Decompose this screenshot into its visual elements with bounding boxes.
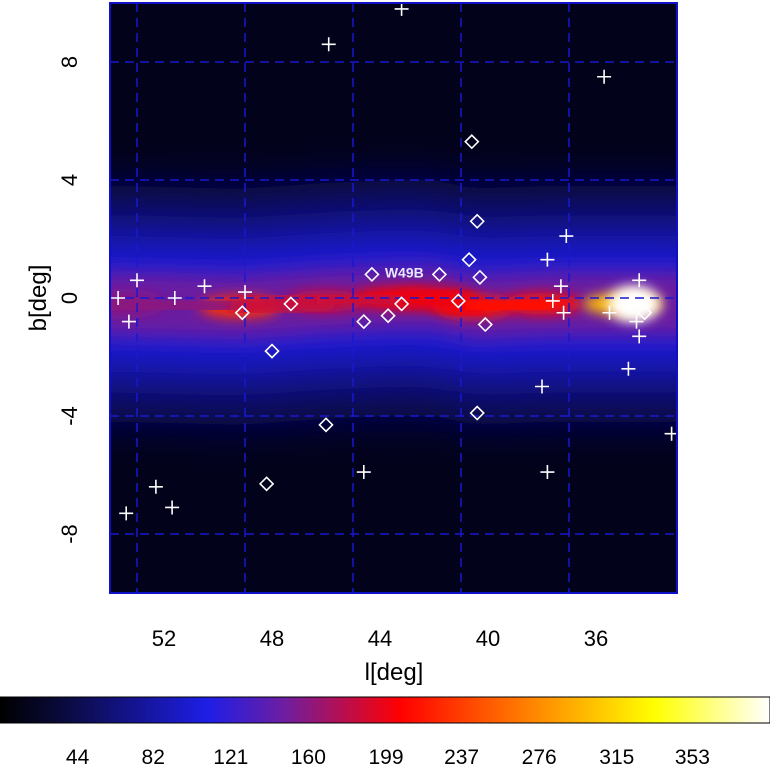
source-markers <box>111 1 679 521</box>
cross-marker-5 <box>238 285 252 300</box>
cross-marker-1 <box>121 314 136 329</box>
cross-marker-21 <box>632 273 647 288</box>
diamond-marker-4 <box>318 417 334 433</box>
cross-marker-15 <box>545 293 560 308</box>
x-tick-label-44: 44 <box>368 626 392 651</box>
x-tick-label-40: 40 <box>476 626 500 651</box>
colorbar-tick-237: 237 <box>444 746 479 769</box>
diamond-marker-3 <box>258 476 275 492</box>
cross-marker-2 <box>130 273 144 288</box>
diamond-marker-7 <box>380 308 396 324</box>
cross-marker-22 <box>629 314 644 329</box>
x-tick-labels: 52 48 44 40 36 <box>152 626 608 651</box>
y-tick-label-8: 8 <box>57 56 82 68</box>
cross-marker-10 <box>394 1 409 16</box>
cross-marker-7 <box>165 500 180 515</box>
cross-marker-14 <box>553 279 568 294</box>
cross-marker-8 <box>119 506 134 521</box>
colorbar-tick-199: 199 <box>368 746 403 769</box>
diamond-marker-2 <box>264 343 280 359</box>
colorbar <box>0 696 770 724</box>
diamond-marker-12 <box>472 269 488 285</box>
diamond-marker-9 <box>431 266 448 283</box>
colorbar-tick-160: 160 <box>291 746 326 769</box>
emission-brightest-peak <box>621 293 646 314</box>
cross-marker-9 <box>321 37 336 52</box>
x-tick-label-52: 52 <box>152 626 176 651</box>
diamond-marker-17 <box>636 305 653 321</box>
y-tick-label-0: 0 <box>57 292 82 304</box>
diamond-marker-0 <box>234 305 250 321</box>
colorbar-tick-82: 82 <box>142 746 165 769</box>
emission-ridge-segment-0 <box>113 293 250 317</box>
x-axis-label: l[deg] <box>365 659 424 686</box>
y-tick-labels: 8 4 0 -4 -8 <box>57 56 82 544</box>
cross-marker-17 <box>535 379 549 394</box>
diamond-marker-15 <box>469 213 485 229</box>
diamond-marker-6 <box>364 266 380 283</box>
cross-marker-6 <box>148 479 163 494</box>
cross-marker-0 <box>111 291 126 305</box>
y-tick-label--8: -8 <box>57 524 82 544</box>
emission-layer <box>110 180 677 425</box>
x-tick-label-48: 48 <box>260 626 284 651</box>
colorbar-tick-315: 315 <box>599 746 634 769</box>
y-tick-label-4: 4 <box>57 174 82 186</box>
diamond-marker-11 <box>461 252 477 268</box>
emission-ridge-segment-5 <box>464 293 552 317</box>
cross-marker-19 <box>597 69 612 84</box>
cross-marker-4 <box>197 279 212 294</box>
colorbar-tick-276: 276 <box>522 746 557 769</box>
y-tick-label--4: -4 <box>57 406 82 426</box>
diamond-marker-16 <box>469 405 485 421</box>
cross-marker-3 <box>167 291 182 305</box>
diamond-marker-1 <box>283 296 299 312</box>
colorbar-tick-labels: 44 82 121 160 199 237 276 315 353 <box>66 746 710 769</box>
cross-marker-18 <box>540 465 555 480</box>
annotations: W49B <box>385 264 424 280</box>
cross-marker-13 <box>559 229 574 244</box>
colorbar-tick-44: 44 <box>66 746 90 769</box>
cross-marker-24 <box>621 361 636 376</box>
heatmap-image <box>110 3 677 593</box>
plot-frame <box>109 2 678 594</box>
cross-marker-16 <box>556 305 571 320</box>
cross-marker-12 <box>540 252 555 267</box>
diamond-marker-14 <box>464 134 480 150</box>
grid-lines <box>110 3 678 593</box>
cross-marker-20 <box>602 305 617 320</box>
diamond-marker-5 <box>356 313 372 330</box>
diamond-marker-13 <box>477 316 493 333</box>
y-axis-label: b[deg] <box>25 265 52 332</box>
cross-marker-23 <box>632 329 647 344</box>
cross-marker-11 <box>356 465 371 480</box>
emission-ridge-segment-1 <box>229 290 336 317</box>
diamond-marker-10 <box>450 293 466 309</box>
annotation-w49b: W49B <box>385 264 424 280</box>
colorbar-tick-121: 121 <box>213 746 248 769</box>
diamond-marker-8 <box>393 296 410 312</box>
x-tick-label-36: 36 <box>584 626 608 651</box>
colorbar-tick-353: 353 <box>675 746 710 769</box>
